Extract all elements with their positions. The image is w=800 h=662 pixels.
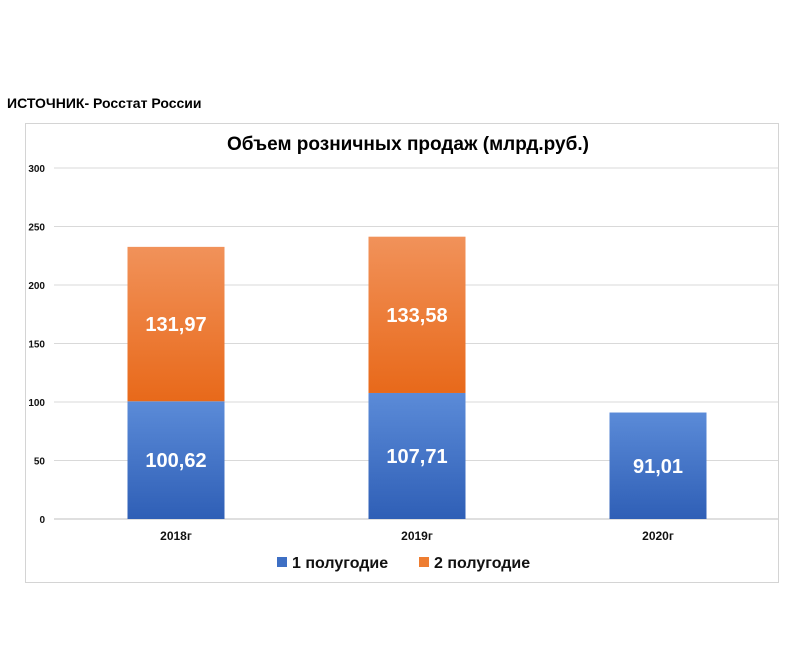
legend-label: 1 полугодие	[292, 555, 388, 572]
y-tick-label: 300	[28, 164, 45, 175]
source-note: ИСТОЧНИК- Росстат России	[7, 95, 202, 111]
data-label: 91,01	[633, 456, 683, 478]
bar-segment	[127, 246, 225, 402]
bar-segment	[609, 412, 707, 519]
legend-label: 2 полугодие	[434, 555, 530, 572]
y-tick-label: 150	[28, 340, 45, 351]
chart-title: Объем розничных продаж (млрд.руб.)	[227, 134, 589, 155]
legend-swatch	[277, 557, 287, 567]
chart-frame	[25, 123, 779, 583]
y-tick-label: 200	[28, 281, 45, 292]
bar-segment	[368, 392, 466, 519]
x-tick-label: 2019г	[401, 529, 433, 543]
y-tick-label: 250	[28, 223, 45, 234]
y-tick-label: 100	[28, 398, 45, 409]
data-label: 133,58	[386, 305, 447, 327]
bar-segment	[127, 401, 225, 519]
y-tick-label: 50	[34, 457, 46, 468]
data-label: 107,71	[386, 446, 447, 468]
x-tick-label: 2018г	[160, 529, 192, 543]
y-tick-label: 0	[39, 515, 45, 526]
x-tick-label: 2020г	[642, 529, 674, 543]
legend-swatch	[419, 557, 429, 567]
data-label: 131,97	[145, 314, 206, 336]
bar-segment	[368, 236, 466, 393]
data-label: 100,62	[145, 450, 206, 472]
